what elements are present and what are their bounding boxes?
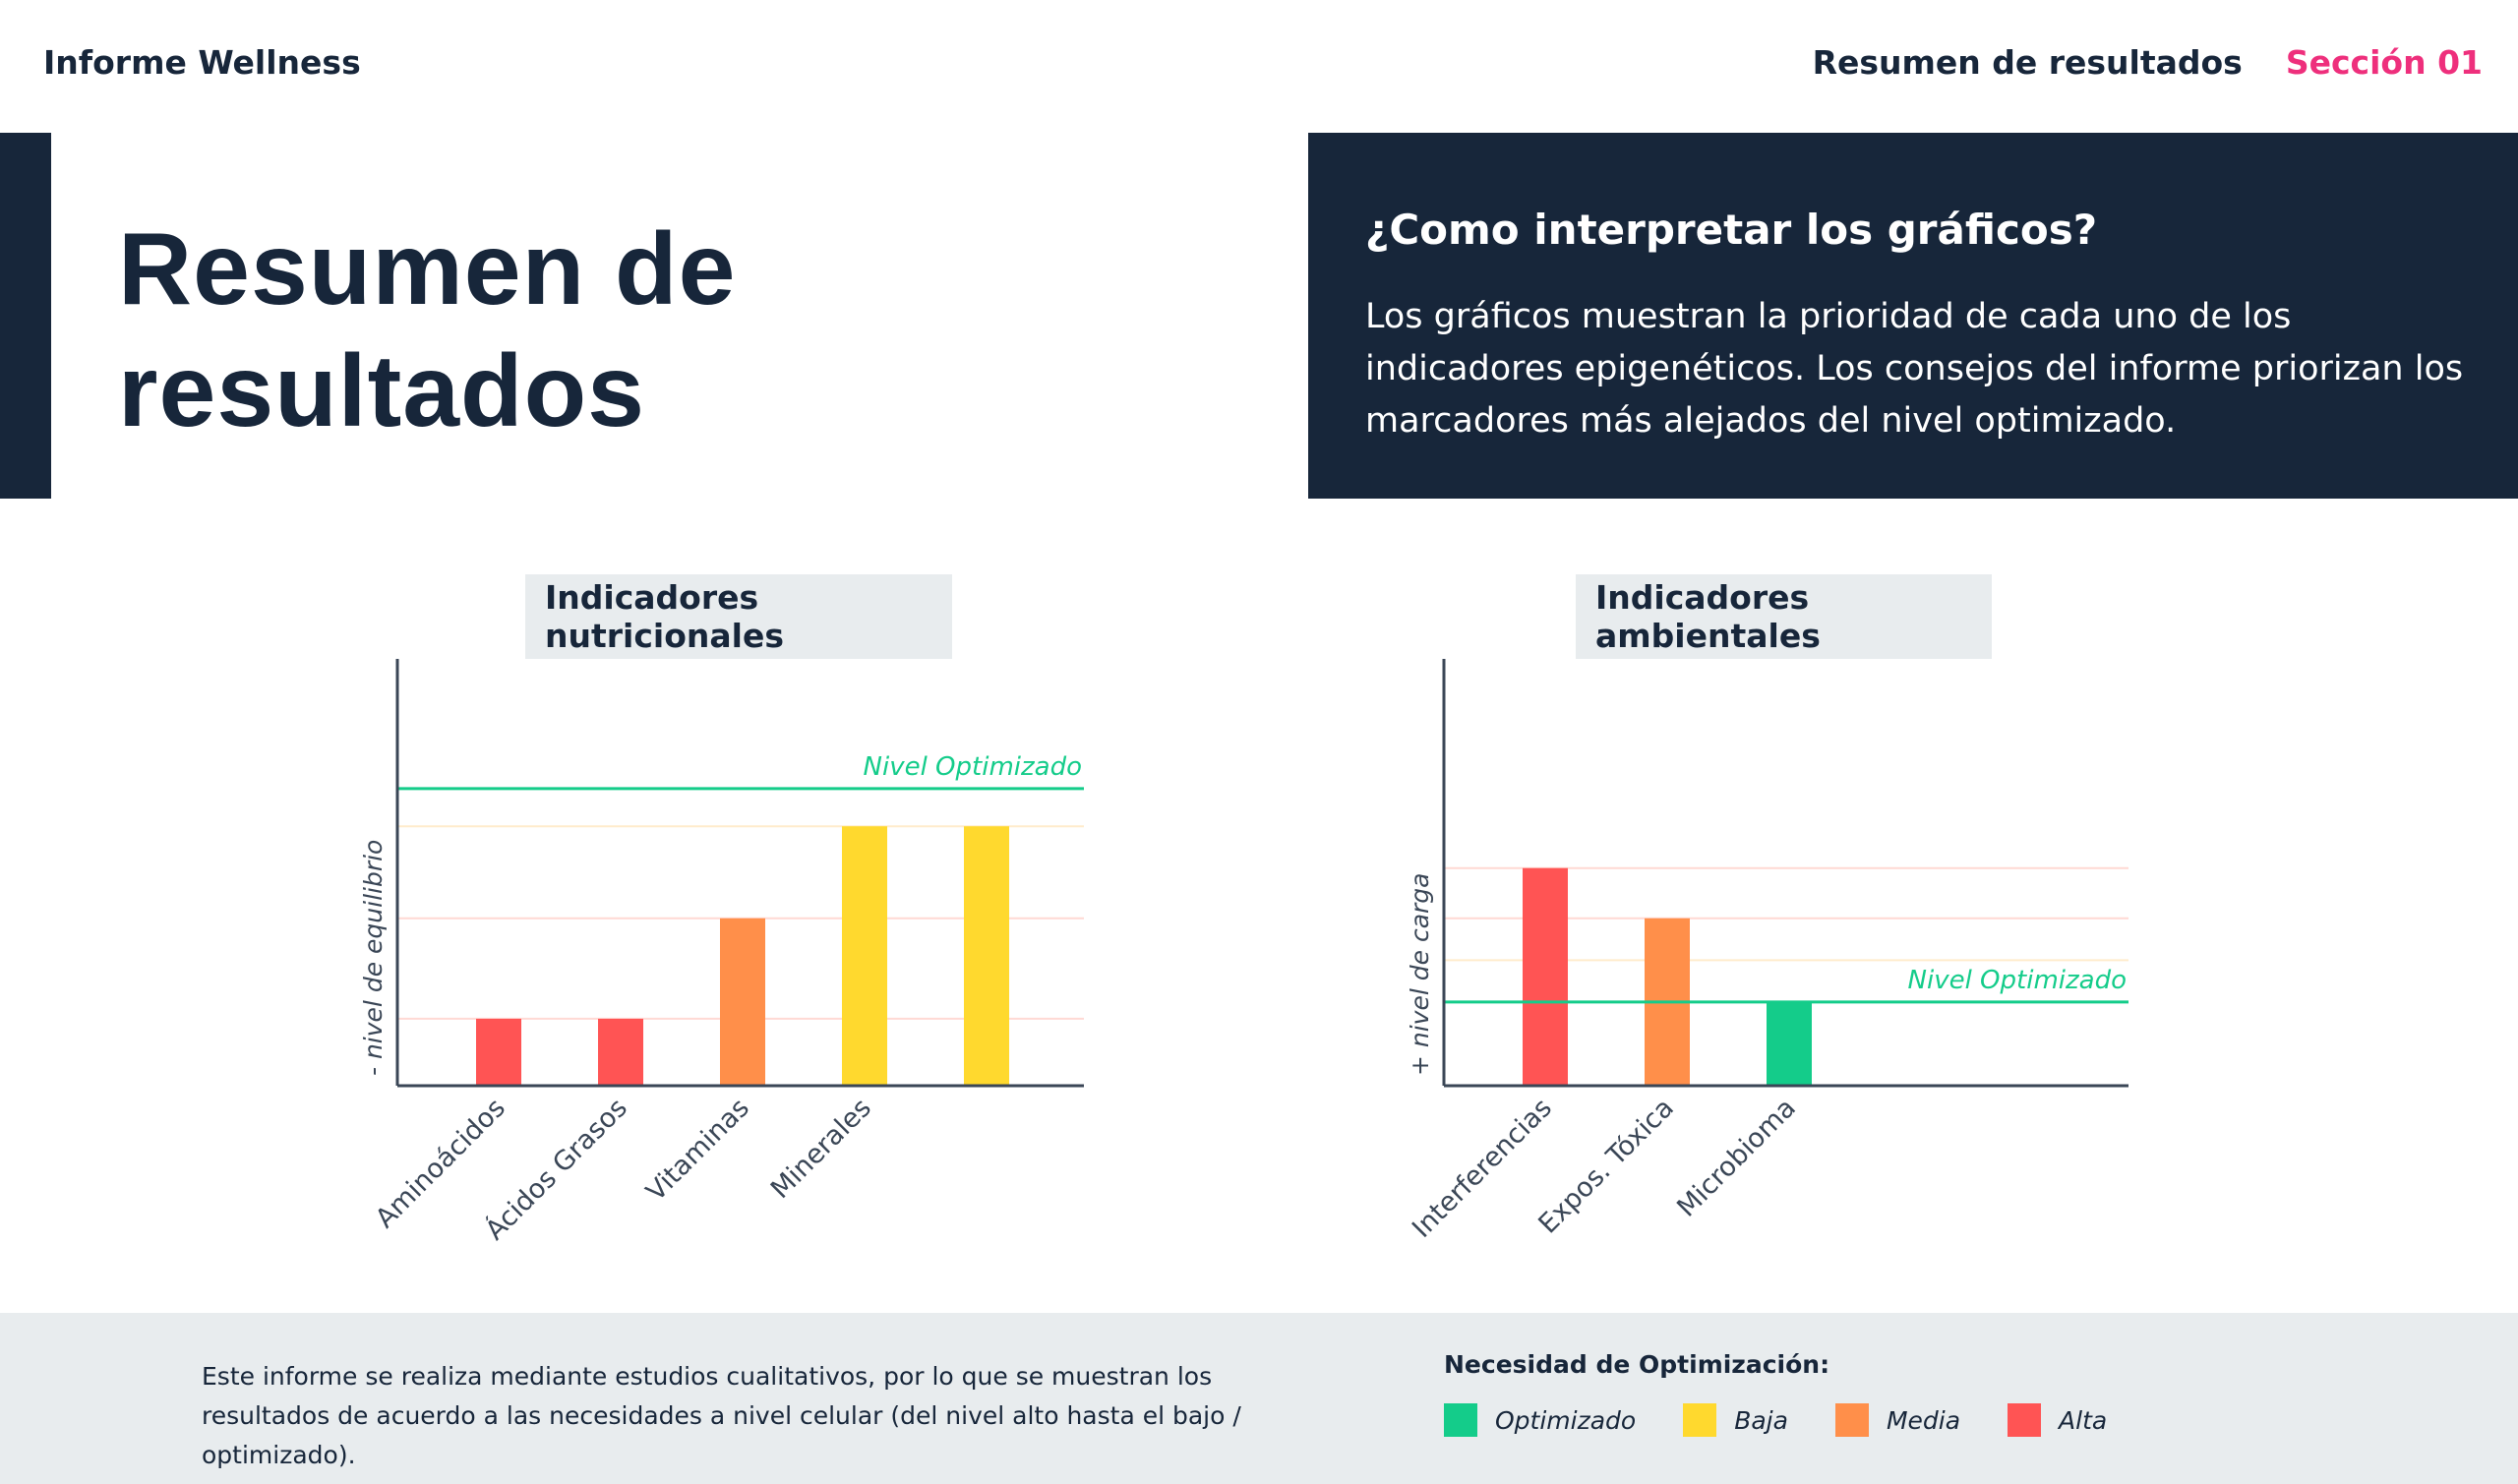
top-bar: Informe Wellness Resumen de resultados S…: [0, 0, 2518, 133]
bar-Ácidos Grasos: [598, 1018, 643, 1086]
chart-ambientales: Indicadores ambientales Interferencias Ex…: [1389, 574, 2471, 1282]
bar-Aminoácidos: [476, 1018, 521, 1086]
bar-Interferencias: [1523, 867, 1568, 1086]
chart-title: Indicadores nutricionales: [525, 574, 952, 659]
legend-swatch: [2008, 1403, 2042, 1437]
optimized-level-label: Nivel Optimizado: [864, 752, 1082, 782]
chart-title: Indicadores ambientales: [1576, 574, 1992, 659]
section-number: Sección 01: [2285, 43, 2483, 82]
legend-label: Optimizado: [1495, 1405, 1637, 1435]
section-title: Resumen de resultados: [1812, 43, 2243, 82]
interpretation-answer: Los gráficos muestran la prioridad de ca…: [1365, 297, 2464, 441]
bar-Minerales: [842, 826, 887, 1086]
legend-swatch: [1444, 1403, 1477, 1437]
title-accent-bar: [0, 133, 51, 499]
y-axis-label: - nivel de equilibrio: [359, 840, 388, 1076]
footer-note: Este informe se realiza mediante estudio…: [202, 1362, 1241, 1469]
x-tick-label: Microbioma: [1671, 1093, 1802, 1223]
x-tick-label: Minerales: [765, 1093, 877, 1205]
optimized-level-label: Nivel Optimizado: [1908, 966, 2127, 995]
bar-unlabeled: [964, 826, 1009, 1086]
legend-label: Alta: [2059, 1405, 2108, 1435]
legend-label: Media: [1886, 1405, 1961, 1435]
bar-Vitaminas: [720, 918, 765, 1086]
interpretation-question: ¿Como interpretar los gráficos?: [1365, 206, 2098, 254]
brand-name: Informe Wellness: [43, 43, 361, 82]
legend-item-baja: Baja: [1683, 1403, 1788, 1437]
legend-swatch: [1683, 1403, 1717, 1437]
legend-item-alta: Alta: [2008, 1403, 2107, 1437]
footer: Este informe se realiza mediante estudio…: [0, 1313, 2518, 1484]
bar-Microbioma: [1767, 1001, 1812, 1086]
x-tick-label: Vitaminas: [640, 1093, 755, 1208]
y-axis-label: + nivel de carga: [1406, 873, 1434, 1076]
legend-item-media: Media: [1834, 1403, 1961, 1437]
legend-item-optimizado: Optimizado: [1444, 1403, 1636, 1437]
chart-nutricionales: Indicadores nutricionales Aminoácidos Áci…: [344, 574, 1426, 1282]
legend-swatch: [1834, 1403, 1869, 1437]
legend-title: Necesidad de Optimización:: [1444, 1350, 1830, 1379]
interpretation-box: ¿Como interpretar los gráficos? Los gráf…: [1308, 133, 2518, 499]
section-header: Resumen de resultados Sección 01: [1813, 43, 2483, 82]
legend: Optimizado Baja Media Alta: [1444, 1403, 2154, 1437]
legend-label: Baja: [1734, 1405, 1788, 1435]
page-title: Resumen de resultados: [118, 212, 737, 448]
